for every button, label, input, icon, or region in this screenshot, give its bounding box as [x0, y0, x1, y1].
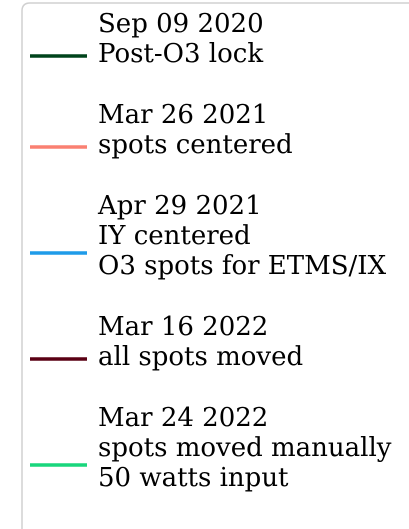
legend-label: Post-O3 lock: [98, 39, 263, 69]
legend-label: Apr 29 2021: [97, 191, 262, 221]
legend-label: spots moved manually: [98, 433, 392, 463]
legend-label: spots centered: [98, 130, 293, 160]
legend-label: Mar 24 2022: [98, 403, 268, 433]
legend-label: Mar 26 2021: [98, 100, 268, 130]
legend-label: O3 spots for ETMS/IX: [98, 251, 387, 281]
legend-label: Sep 09 2020: [98, 9, 264, 39]
legend-label: all spots moved: [98, 342, 303, 372]
legend-label: 50 watts input: [98, 463, 289, 493]
legend-frame: [21, 2, 409, 529]
legend-label: IY centered: [98, 221, 251, 251]
legend-label: Mar 16 2022: [98, 312, 268, 342]
